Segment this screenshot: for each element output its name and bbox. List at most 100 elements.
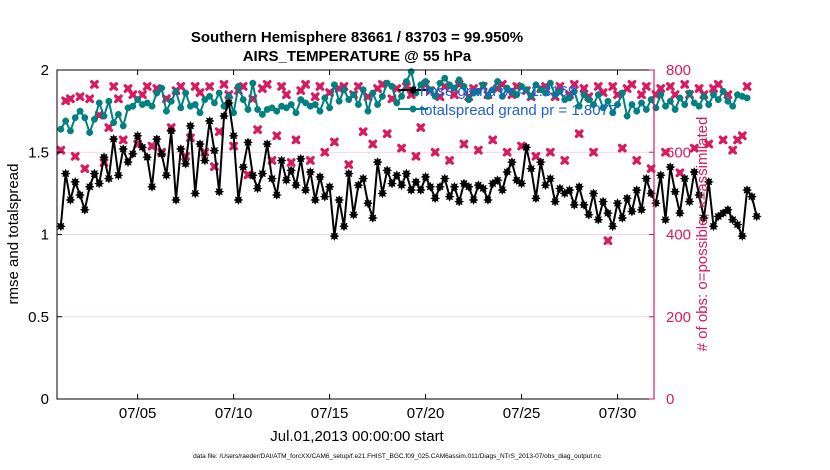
point-rmse xyxy=(281,175,292,186)
point-assimilated xyxy=(310,92,320,102)
point-totalspread xyxy=(330,81,338,89)
point-totalspread xyxy=(580,91,588,99)
point-totalspread xyxy=(719,87,727,95)
point-rmse xyxy=(669,186,681,197)
legend-swatch-spread-marker xyxy=(409,105,417,113)
point-rmse xyxy=(305,166,316,178)
point-totalspread xyxy=(705,101,713,108)
point-totalspread xyxy=(62,117,70,125)
point-assimilated xyxy=(262,79,272,89)
point-totalspread xyxy=(710,91,717,99)
point-totalspread xyxy=(503,84,511,92)
point-totalspread xyxy=(134,96,142,104)
point-assimilated xyxy=(382,129,392,139)
point-rmse xyxy=(223,97,234,109)
point-rmse xyxy=(266,173,278,184)
point-rmse xyxy=(540,180,551,191)
y-right-tick-label: 200 xyxy=(666,309,691,326)
point-assimilated xyxy=(555,82,565,91)
point-rmse xyxy=(170,194,182,206)
point-assimilated xyxy=(579,84,589,93)
point-totalspread xyxy=(196,109,204,117)
point-rmse xyxy=(122,156,134,168)
point-totalspread xyxy=(690,99,698,107)
point-totalspread xyxy=(417,81,425,89)
x-axis-label: Jul.01,2013 00:00:00 start xyxy=(270,428,444,445)
point-totalspread xyxy=(86,129,94,136)
point-rmse xyxy=(113,170,124,181)
point-rmse xyxy=(348,209,359,220)
point-assimilated xyxy=(416,123,426,132)
point-assimilated xyxy=(661,147,670,157)
point-totalspread xyxy=(695,102,703,110)
point-assimilated xyxy=(430,147,440,157)
point-totalspread xyxy=(100,112,108,120)
point-rmse xyxy=(401,168,412,179)
point-assimilated xyxy=(128,90,138,100)
point-rmse xyxy=(631,184,642,196)
point-rmse xyxy=(329,230,340,242)
legend-swatch-rmse-marker xyxy=(407,84,419,96)
point-assimilated xyxy=(656,84,666,93)
point-rmse xyxy=(737,230,748,242)
point-assimilated xyxy=(569,79,579,89)
point-rmse xyxy=(583,209,594,220)
point-totalspread xyxy=(522,86,530,94)
x-tick-label: 07/30 xyxy=(599,405,637,422)
point-rmse xyxy=(324,181,335,192)
point-assimilated xyxy=(320,147,330,157)
gridlines xyxy=(57,151,654,318)
point-totalspread xyxy=(162,107,170,115)
point-totalspread xyxy=(81,114,89,122)
point-rmse xyxy=(406,184,417,196)
point-totalspread xyxy=(119,122,127,130)
point-assimilated xyxy=(531,151,541,161)
y-right-tick-label: 800 xyxy=(666,62,691,79)
point-assimilated xyxy=(70,151,80,161)
point-totalspread xyxy=(316,107,324,115)
point-totalspread xyxy=(302,99,310,107)
point-rmse xyxy=(430,193,441,204)
point-rmse xyxy=(674,207,686,219)
point-totalspread xyxy=(642,106,650,113)
point-assimilated xyxy=(109,82,119,91)
point-rmse xyxy=(142,152,153,163)
y-left-tick-label: 1.5 xyxy=(28,144,49,161)
point-totalspread xyxy=(594,91,602,99)
point-totalspread xyxy=(359,86,367,94)
point-rmse xyxy=(180,158,191,169)
point-totalspread xyxy=(465,96,473,104)
point-rmse xyxy=(396,180,407,191)
point-rmse xyxy=(593,214,604,225)
point-totalspread xyxy=(388,83,396,90)
y-left-tick-label: 0 xyxy=(41,391,49,408)
axes: 0 0.5 1 1.5 2 0 200 400 600 800 07/05 07/10 07/15 07/… xyxy=(28,62,691,422)
point-rmse xyxy=(549,196,561,207)
point-rmse xyxy=(415,184,426,196)
point-rmse xyxy=(108,133,119,145)
point-assimilated xyxy=(449,90,459,100)
point-rmse xyxy=(84,181,95,192)
point-rmse xyxy=(410,176,422,188)
point-rmse xyxy=(60,168,71,179)
point-rmse xyxy=(262,138,273,150)
point-totalspread xyxy=(340,86,348,94)
point-rmse xyxy=(444,191,455,202)
y-left-tick-label: 0.5 xyxy=(28,309,49,326)
point-rmse xyxy=(492,175,503,186)
point-assimilated xyxy=(502,147,512,157)
point-rmse xyxy=(286,165,297,176)
point-assimilated xyxy=(512,82,522,91)
point-rmse xyxy=(252,183,263,194)
point-assimilated xyxy=(411,151,421,161)
point-totalspread xyxy=(402,78,410,85)
point-assimilated xyxy=(545,147,555,157)
point-totalspread xyxy=(556,87,564,95)
point-rmse xyxy=(732,219,743,230)
point-rmse xyxy=(74,189,86,201)
point-assimilated xyxy=(397,143,406,153)
point-rmse xyxy=(358,173,369,184)
point-assimilated xyxy=(344,160,354,169)
point-rmse xyxy=(722,204,734,215)
point-totalspread xyxy=(191,101,199,108)
